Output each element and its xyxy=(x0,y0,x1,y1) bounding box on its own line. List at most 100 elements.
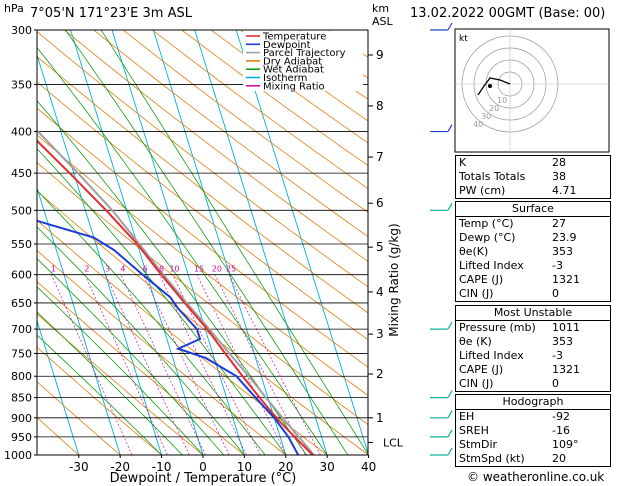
wind-barb-flag xyxy=(447,410,453,419)
temperature-tick-label: -30 xyxy=(69,460,89,474)
isotherm-line xyxy=(111,30,245,455)
hodograph-ring-label: 40 xyxy=(473,120,483,129)
row-value: 1321 xyxy=(552,363,580,376)
table-row: Pressure (mb) 1011 xyxy=(456,321,610,335)
pressure-tick-label: 450 xyxy=(11,167,32,180)
table-row: CAPE (J) 1321 xyxy=(456,363,610,377)
dry-adiabat-line xyxy=(37,162,368,426)
asl-label: ASL xyxy=(372,15,394,28)
km-tick-label: 5 xyxy=(376,240,384,254)
mixing-ratio-label: 4 xyxy=(120,265,125,274)
legend-entry: Mixing Ratio xyxy=(263,81,325,92)
row-label: θe(K) xyxy=(459,245,489,258)
mixing-ratio-label: 20 xyxy=(212,265,222,274)
row-value: 353 xyxy=(552,335,573,348)
km-tick-label: 6 xyxy=(376,196,384,210)
pressure-tick-label: 900 xyxy=(11,412,32,425)
hodograph-trace xyxy=(477,77,511,96)
wet-adiabat-line xyxy=(37,258,225,455)
row-value: -3 xyxy=(552,349,563,362)
lcl-label: LCL xyxy=(383,436,404,449)
dry-adiabat-line xyxy=(37,250,287,455)
wind-barbs xyxy=(430,22,453,456)
row-value: 1321 xyxy=(552,273,580,286)
row-label: Lifted Index xyxy=(459,349,524,362)
row-label: SREH xyxy=(459,424,489,437)
dry-adiabat-line xyxy=(122,30,368,213)
row-value: 353 xyxy=(552,245,573,258)
pressure-tick-label: 300 xyxy=(11,24,32,37)
pressure-tick-label: 800 xyxy=(11,370,32,383)
most_unstable-title: Most Unstable xyxy=(456,306,610,321)
km-label: km xyxy=(372,2,389,15)
hodograph-table: Hodograph EH -92 SREH -16 StmDir 109° StmSpd (k… xyxy=(455,394,611,467)
isotherm-line xyxy=(37,186,121,455)
mixing-ratio-label: 6 xyxy=(143,265,148,274)
isotherm-line xyxy=(37,53,163,455)
row-value: 0 xyxy=(552,377,559,390)
dry-adiabat-line xyxy=(37,134,368,396)
indices-table: K 28 Totals Totals 38 PW (cm) 4.71 xyxy=(455,155,611,199)
hodograph-ring-label: 20 xyxy=(489,104,499,113)
legend-entry: Dry Adiabat xyxy=(263,56,322,67)
km-tick-label: 3 xyxy=(376,327,384,341)
table-row: Lifted Index -3 xyxy=(456,349,610,363)
mixing-ratio-label: 10 xyxy=(169,265,179,274)
storm-motion-marker xyxy=(488,84,492,88)
surface-title: Surface xyxy=(456,202,610,217)
table-row: Temp (°C) 27 xyxy=(456,217,610,231)
table-row: SREH -16 xyxy=(456,424,610,438)
row-label: CIN (J) xyxy=(459,287,494,300)
km-tick-label: 7 xyxy=(376,150,384,164)
pressure-tick-label: 400 xyxy=(11,126,32,139)
wet-adiabat-line xyxy=(37,189,266,455)
hpa-label: hPa xyxy=(4,2,24,15)
legend-entry: Wet Adiabat xyxy=(263,65,324,76)
isotherm-line xyxy=(235,30,368,455)
mixing-ratio-label: 2 xyxy=(84,265,89,274)
mixing-ratio-axis-label: Mixing Ratio (g/kg) xyxy=(387,223,401,336)
row-label: Dewp (°C) xyxy=(459,231,516,244)
table-row: StmDir 109° xyxy=(456,438,610,452)
km-tick-label: 2 xyxy=(376,367,384,381)
temperature-tick-label: 30 xyxy=(320,460,335,474)
table-row: θe (K) 353 xyxy=(456,335,610,349)
wet-adiabat-line xyxy=(65,30,349,455)
row-value: 4.71 xyxy=(552,184,577,197)
dry-adiabat-line xyxy=(37,56,368,314)
pressure-tick-label: 1000 xyxy=(4,449,32,462)
wet-adiabat-line xyxy=(100,30,368,455)
wind-barb-flag xyxy=(447,203,453,211)
mixing-ratio-line xyxy=(51,274,133,455)
pressure-tick-label: 600 xyxy=(11,269,32,282)
km-tick-label: 8 xyxy=(376,99,384,113)
dry-adiabat-line xyxy=(37,416,80,455)
x-axis-label: Dewpoint / Temperature (°C) xyxy=(110,471,297,486)
dry-adiabat-line xyxy=(37,346,163,455)
row-label: θe (K) xyxy=(459,335,492,348)
dewpoint-line xyxy=(37,219,301,455)
dry-adiabat-line xyxy=(37,313,204,455)
temperature-tick-label: 20 xyxy=(278,460,293,474)
row-value: 27 xyxy=(552,217,566,230)
wind-barb-flag xyxy=(447,390,453,398)
mixing-ratio-label: 3 xyxy=(105,265,110,274)
wet-adiabat-line xyxy=(37,286,204,455)
hodograph_table-title: Hodograph xyxy=(456,395,610,410)
wet-adiabat-line xyxy=(37,46,328,455)
temperature-tick-label: -20 xyxy=(110,460,130,474)
row-label: Pressure (mb) xyxy=(459,321,536,334)
table-row: θe(K) 353 xyxy=(456,245,610,259)
mixing-ratio-label: 15 xyxy=(194,265,204,274)
row-label: StmSpd (kt) xyxy=(459,452,525,465)
isotherm-line xyxy=(152,30,287,455)
wet-adiabat-line xyxy=(37,311,183,455)
dry-adiabat-line xyxy=(37,381,121,455)
table-row: EH -92 xyxy=(456,410,610,424)
dry-adiabat-line xyxy=(92,30,368,238)
dry-adiabat-line xyxy=(151,30,368,190)
legend-box xyxy=(243,31,363,91)
